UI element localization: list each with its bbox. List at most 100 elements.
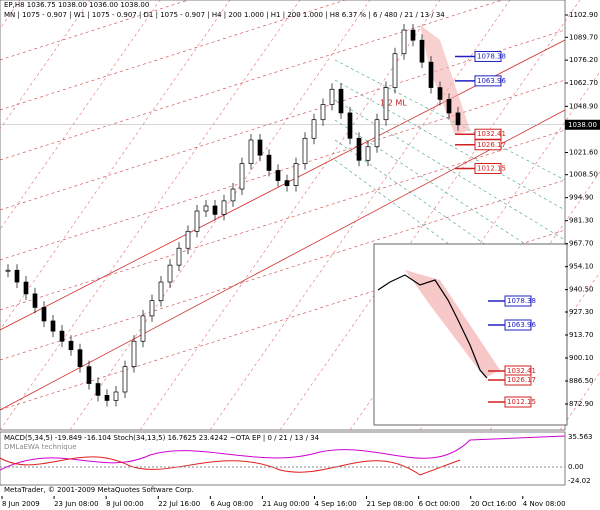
candle (239, 163, 245, 190)
tag-box (474, 75, 502, 87)
time-label: 21 Sep 08:00 (367, 500, 414, 508)
indicator-title: MACD(5,34,5) -19.849 -16.104 Stoch(34,13… (4, 434, 320, 442)
candle (5, 269, 11, 272)
candle (32, 293, 38, 308)
tag-box (474, 50, 502, 62)
price-label: 1048.90 (569, 102, 598, 110)
candle (275, 170, 281, 181)
pitch-line (334, 139, 566, 301)
candle (86, 366, 92, 384)
candle (14, 269, 20, 283)
price-label: 994.90 (569, 194, 594, 202)
price-label: 981.30 (569, 217, 594, 225)
candle (194, 210, 200, 232)
symbol-line: EP,H8 1036.75 1038.00 1036.00 1038.00 (4, 1, 149, 9)
price-label: 913.70 (569, 331, 594, 339)
pitch-line (334, 59, 566, 181)
inset-tag-box (504, 319, 532, 331)
current-price-label: 1038.00 (568, 121, 597, 129)
time-label: 8 Jun 2009 (2, 500, 40, 508)
indicator-pane (0, 431, 566, 486)
price-label: 1062.70 (569, 79, 598, 87)
current-price-box (565, 119, 600, 130)
pitch-line (334, 99, 566, 241)
inset-tag-label: 1032.41 (507, 367, 536, 375)
candle (158, 281, 164, 302)
inset-tag-label: 1063.96 (507, 321, 536, 329)
fan-line (0, 0, 504, 161)
candle (410, 29, 416, 41)
candle (59, 330, 65, 342)
candle (23, 281, 29, 295)
candle (455, 112, 461, 126)
candle (329, 88, 335, 105)
price-label: 940.50 (569, 286, 594, 294)
candle (77, 349, 83, 367)
median-line (0, 109, 566, 411)
time-label: 6 Aug 08:00 (210, 500, 253, 508)
candle (113, 391, 119, 401)
pitch-line (334, 79, 566, 211)
candle (311, 119, 317, 139)
time-label: 8 Jul 00:00 (106, 500, 144, 508)
candle (356, 137, 362, 161)
price-label: 1008.50 (569, 171, 598, 179)
candle (122, 366, 128, 393)
footer: MetaTrader, © 2001-2009 MetaQuotes Softw… (4, 486, 194, 494)
fan-line (0, 79, 566, 261)
info-line: MN | 1075 - 0.907 | W1 | 1075 - 0.907 | … (4, 11, 445, 19)
time-label: 6 Oct 00:00 (419, 500, 460, 508)
candle (266, 154, 272, 171)
tag-label: 1032.41 (477, 130, 506, 138)
inset-tag-box (504, 396, 532, 408)
indicator-subtitle: DMLaEWA technique (4, 443, 77, 451)
candle (383, 87, 389, 121)
time-label: 23 Jun 08:00 (54, 500, 98, 508)
candle (203, 205, 209, 212)
highlight (420, 25, 470, 135)
candle (428, 61, 434, 88)
tag-label: 1026.17 (477, 141, 506, 149)
tag-label: 1078.38 (477, 52, 506, 60)
inset-price (377, 274, 488, 379)
signal-line (0, 456, 461, 476)
price-label: 927.30 (569, 308, 594, 316)
trend-lines (0, 0, 600, 431)
inset-tag-box (504, 374, 532, 386)
inset-highlight (405, 270, 500, 378)
time-label: 4 Nov 08:00 (523, 500, 566, 508)
tag-box (474, 139, 502, 151)
indicator-axis: -24.02 (568, 477, 591, 485)
candle (401, 29, 407, 55)
price-label: 1021.60 (569, 149, 598, 157)
candle (437, 87, 443, 100)
time-label: 22 Jul 16:00 (158, 500, 200, 508)
price-label: 1076.20 (569, 56, 598, 64)
candle (257, 139, 263, 156)
inset-tag-label: 1012.15 (507, 398, 536, 406)
candle (248, 139, 254, 165)
price-label: 967.70 (569, 240, 594, 248)
fan-line (0, 179, 566, 361)
candle (131, 340, 137, 367)
price-label: 1089.70 (569, 33, 598, 41)
price-label: 1102.90 (569, 11, 598, 19)
indicator-axis: 0.00 (568, 463, 584, 471)
fan-line (0, 0, 190, 61)
candle (374, 119, 380, 148)
candle (41, 307, 47, 322)
candle (302, 137, 308, 165)
candle (365, 146, 371, 161)
candle (320, 104, 326, 121)
candle (140, 315, 146, 342)
candle (104, 395, 110, 401)
candle (446, 99, 452, 114)
price-label: 886.50 (569, 377, 594, 385)
price-label: 954.10 (569, 263, 594, 271)
candle (419, 39, 425, 63)
price-label: 872.90 (569, 400, 594, 408)
candle (95, 383, 101, 396)
candle (68, 340, 74, 351)
